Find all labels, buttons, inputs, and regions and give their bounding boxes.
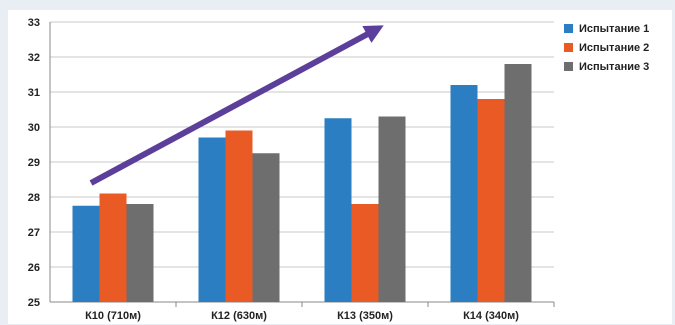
y-tick-label: 29 bbox=[28, 157, 40, 169]
chart-panel: 25 26 27 28 29 30 31 32 33 К10 (710м) К12 (630м) К1… bbox=[8, 10, 672, 324]
bar-4-1 bbox=[450, 85, 478, 302]
legend-swatch bbox=[564, 62, 573, 71]
x-tick-label: К12 (630м) bbox=[211, 310, 267, 322]
bar-1-2 bbox=[99, 193, 127, 302]
y-tick-label: 30 bbox=[28, 122, 40, 134]
bar-2-3 bbox=[252, 153, 280, 302]
bar-4-3 bbox=[504, 64, 532, 302]
y-tick-label: 31 bbox=[28, 87, 40, 99]
legend-label: Испытание 3 bbox=[579, 61, 649, 73]
bar-3-2 bbox=[351, 204, 379, 302]
axis-labels: 25 26 27 28 29 30 31 32 33 К10 (710м) К12 (630м) К1… bbox=[28, 17, 519, 322]
legend: Испытание 1 Испытание 2 Испытание 3 bbox=[564, 23, 649, 73]
bar-3-1 bbox=[324, 118, 352, 302]
bars bbox=[72, 64, 532, 302]
trend-arrow-line bbox=[89, 25, 384, 186]
trend-arrow bbox=[89, 25, 384, 186]
bar-1-1 bbox=[72, 205, 100, 302]
legend-swatch bbox=[564, 43, 573, 52]
legend-label: Испытание 2 bbox=[579, 42, 649, 54]
legend-swatch bbox=[564, 24, 573, 33]
x-tick-label: К13 (350м) bbox=[337, 310, 393, 322]
y-tick-label: 26 bbox=[28, 262, 40, 274]
y-tick-label: 28 bbox=[28, 192, 40, 204]
y-tick-label: 27 bbox=[28, 227, 40, 239]
bar-2-1 bbox=[198, 137, 226, 302]
bar-chart: 25 26 27 28 29 30 31 32 33 К10 (710м) К12 (630м) К1… bbox=[28, 17, 650, 322]
x-tick-label: К14 (340м) bbox=[463, 310, 519, 322]
y-tick-label: 33 bbox=[28, 17, 40, 29]
legend-label: Испытание 1 bbox=[579, 23, 649, 35]
y-tick-label: 25 bbox=[28, 297, 40, 309]
y-tick-label: 32 bbox=[28, 52, 40, 64]
bar-4-2 bbox=[477, 99, 505, 302]
bar-1-3 bbox=[126, 204, 154, 302]
x-tick-label: К10 (710м) bbox=[85, 310, 141, 322]
bar-3-3 bbox=[378, 116, 406, 302]
bar-2-2 bbox=[225, 130, 253, 302]
